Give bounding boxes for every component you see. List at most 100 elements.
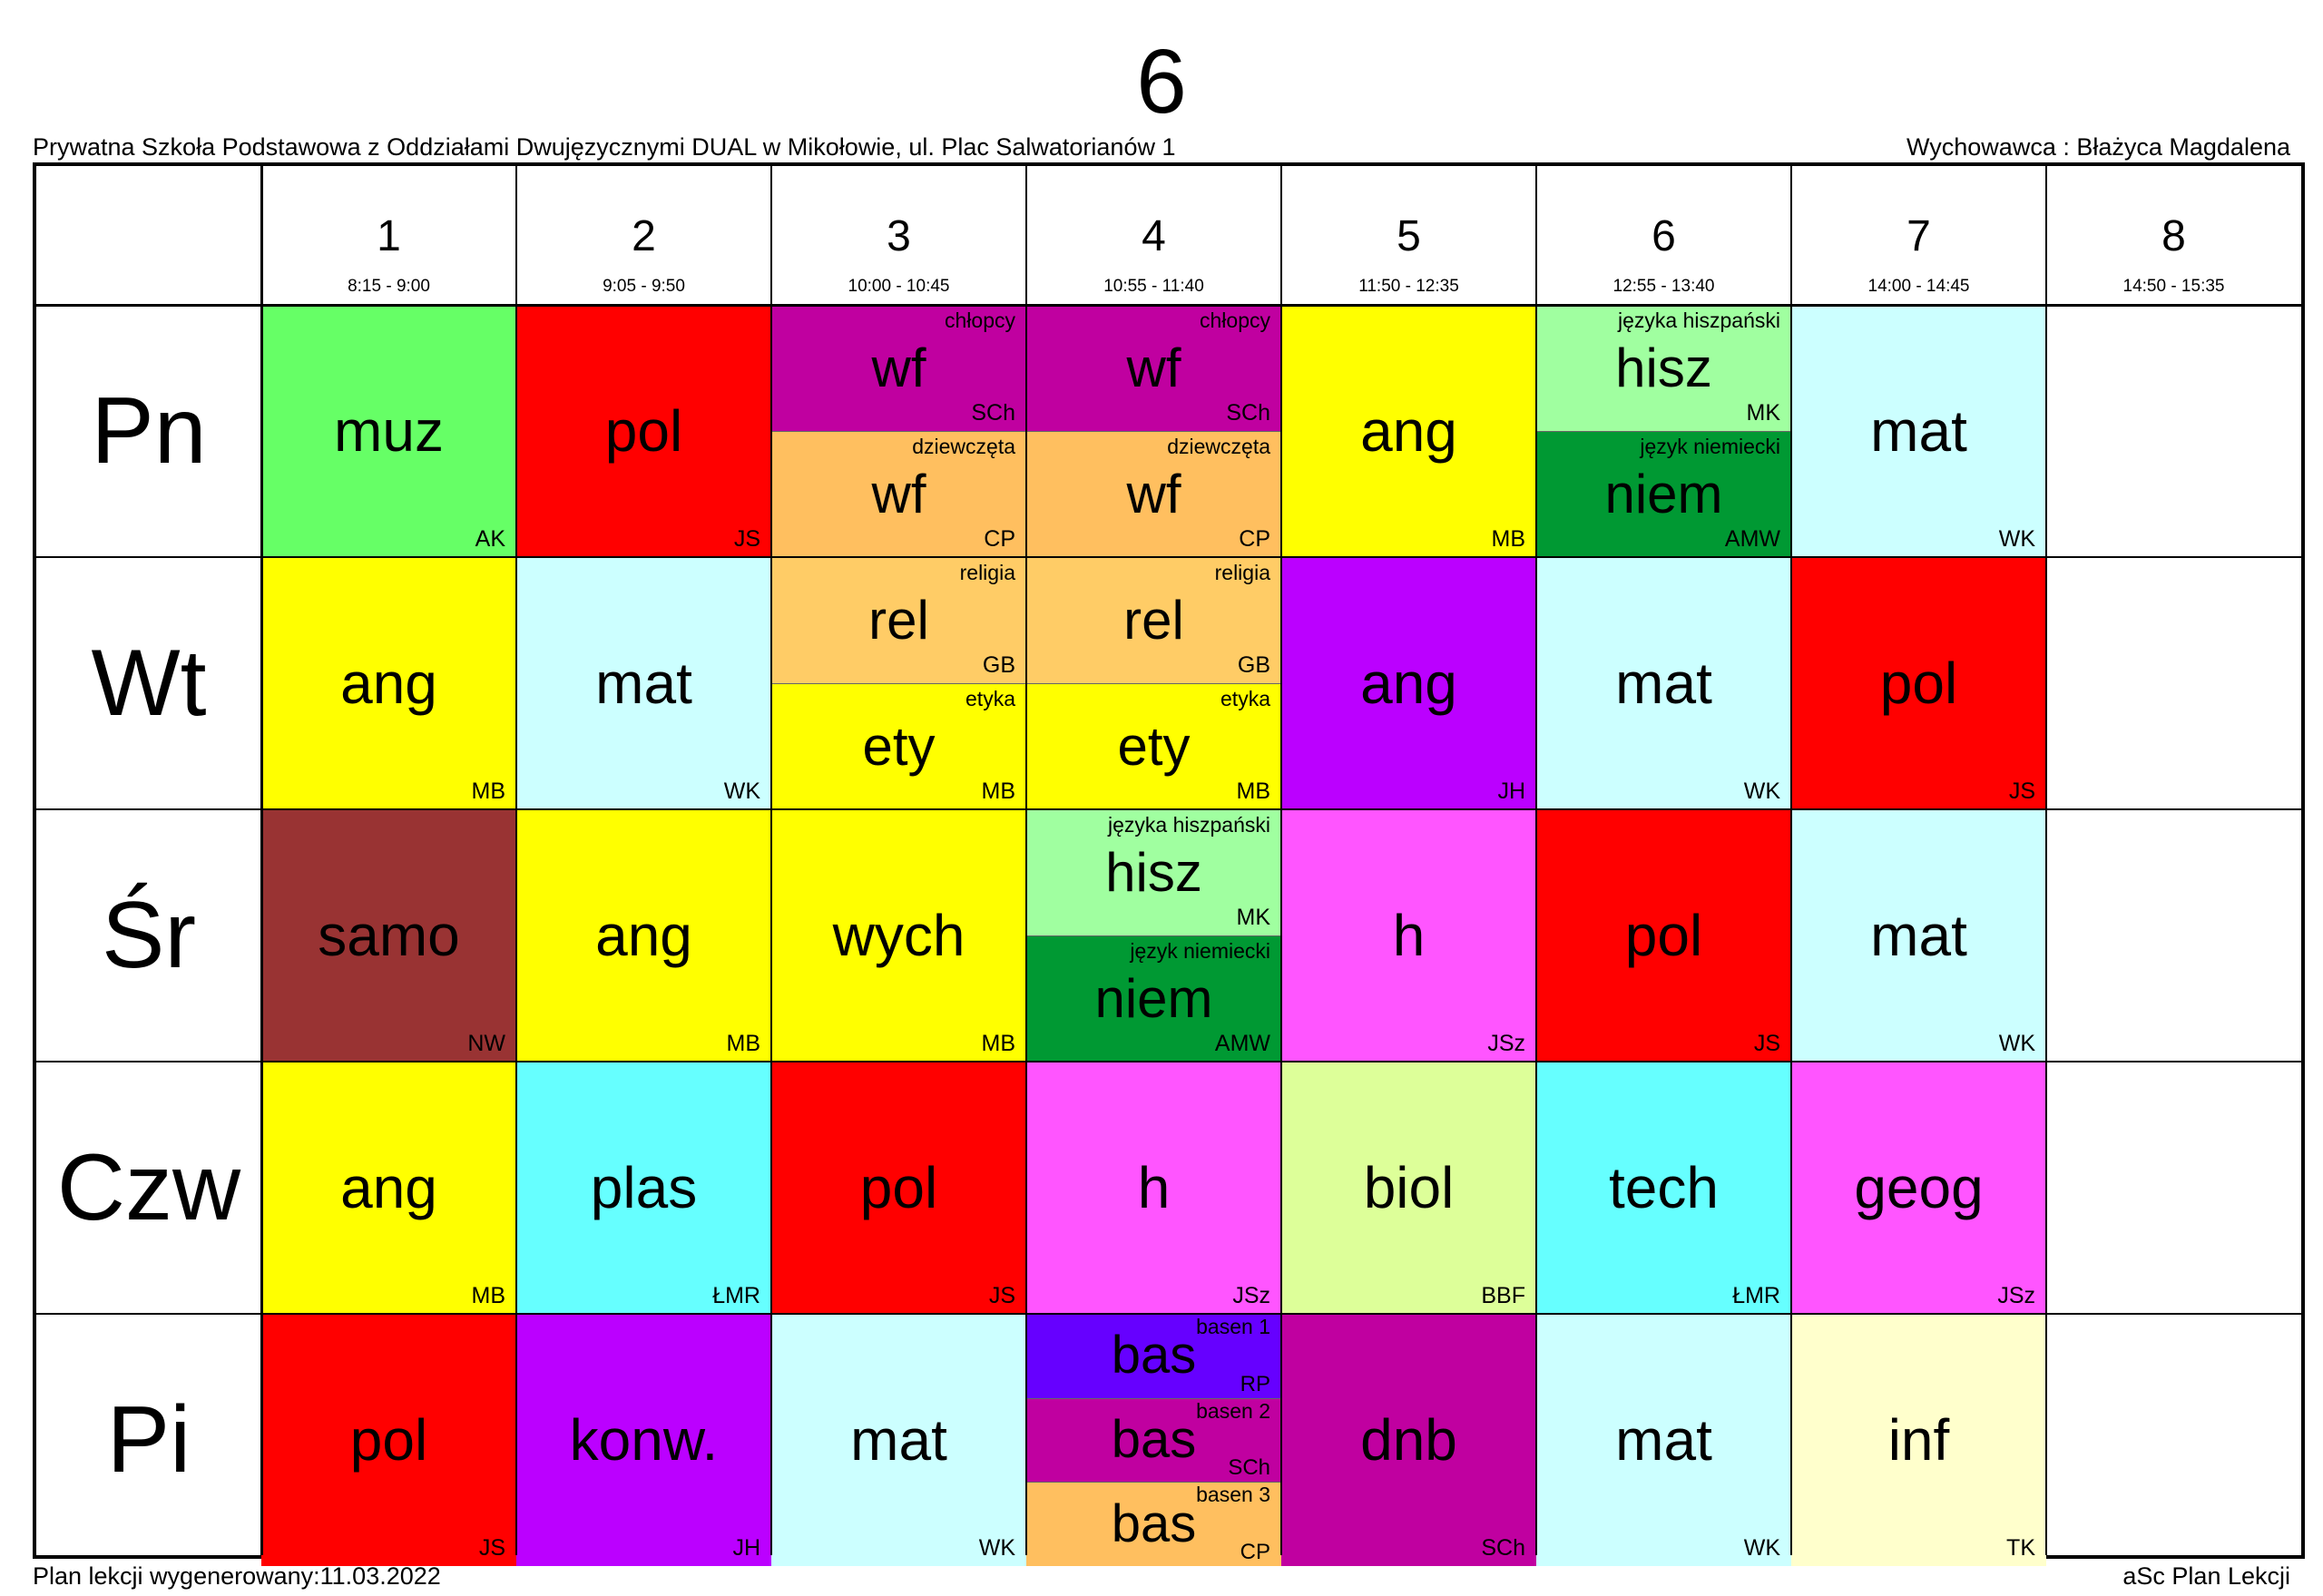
lesson-subject: ety bbox=[1117, 715, 1191, 777]
software-name: aSc Plan Lekcji bbox=[2122, 1562, 2290, 1590]
lesson-cell[interactable]: h JSz bbox=[1281, 809, 1536, 1062]
lesson-cell[interactable]: dziewczęta wf CP bbox=[1026, 431, 1281, 557]
lesson-cell[interactable]: dnb SCh bbox=[1281, 1314, 1536, 1566]
lesson-group: religia bbox=[959, 561, 1015, 584]
lesson-cell[interactable]: konw. JH bbox=[516, 1314, 771, 1566]
lesson-cell[interactable]: ang MB bbox=[1281, 305, 1536, 557]
class-title: 6 bbox=[1136, 31, 1187, 132]
lesson-cell[interactable]: język niemiecki niem AMW bbox=[1026, 935, 1281, 1062]
lesson-cell[interactable]: ang JH bbox=[1281, 557, 1536, 809]
lesson-teacher: JS bbox=[733, 526, 760, 552]
period-header-3: 3 10:00 - 10:45 bbox=[771, 166, 1026, 305]
lesson-teacher: CP bbox=[984, 526, 1015, 552]
timetable-grid: 1 8:15 - 9:00 2 9:05 - 9:50 3 10:00 - 10:45 4 1… bbox=[33, 162, 2305, 1566]
day-label: Wt bbox=[91, 631, 207, 736]
lesson-cell[interactable]: język niemiecki niem AMW bbox=[1536, 431, 1791, 557]
lesson-subject: bas bbox=[1111, 1326, 1197, 1385]
period-header-2: 2 9:05 - 9:50 bbox=[516, 166, 771, 305]
lesson-group: basen 2 bbox=[1196, 1398, 1270, 1423]
split-divider bbox=[771, 683, 1026, 684]
lesson-teacher: ŁMR bbox=[1732, 1283, 1780, 1308]
lesson-cell[interactable]: języka hiszpański hisz MK bbox=[1536, 305, 1791, 431]
lesson-cell[interactable]: basen 3 bas CP bbox=[1026, 1482, 1281, 1566]
period-time: 14:00 - 14:45 bbox=[1867, 277, 1970, 296]
lesson-cell[interactable]: plas ŁMR bbox=[516, 1062, 771, 1314]
split-divider bbox=[1026, 935, 1281, 936]
lesson-teacher: SCh bbox=[971, 400, 1015, 426]
lesson-teacher: RP bbox=[1240, 1371, 1270, 1396]
lesson-cell[interactable]: ang MB bbox=[516, 809, 771, 1062]
split-divider bbox=[1536, 431, 1791, 432]
lesson-subject: wf bbox=[871, 337, 926, 398]
lesson-cell[interactable]: pol JS bbox=[771, 1062, 1026, 1314]
lesson-subject: pol bbox=[604, 398, 683, 464]
period-number: 3 bbox=[887, 212, 911, 260]
lesson-cell[interactable]: mat WK bbox=[516, 557, 771, 809]
lesson-cell[interactable]: etyka ety MB bbox=[1026, 683, 1281, 809]
lesson-cell[interactable]: basen 1 bas RP bbox=[1026, 1314, 1281, 1398]
lesson-cell[interactable]: mat WK bbox=[1536, 1314, 1791, 1566]
lesson-teacher: WK bbox=[723, 778, 760, 804]
lesson-cell[interactable]: mat WK bbox=[1791, 305, 2046, 557]
lesson-cell[interactable]: ang MB bbox=[261, 1062, 516, 1314]
lesson-teacher: JS bbox=[478, 1535, 505, 1561]
lesson-cell[interactable]: muz AK bbox=[261, 305, 516, 557]
lesson-cell[interactable]: chłopcy wf SCh bbox=[1026, 305, 1281, 431]
lesson-teacher: MB bbox=[981, 778, 1016, 804]
lesson-teacher: SCh bbox=[1481, 1535, 1525, 1561]
period-number: 4 bbox=[1142, 212, 1166, 260]
column-divider bbox=[260, 166, 263, 1555]
lesson-cell[interactable]: chłopcy wf SCh bbox=[771, 305, 1026, 431]
lesson-cell[interactable]: mat WK bbox=[771, 1314, 1026, 1566]
lesson-teacher: AK bbox=[475, 526, 505, 552]
lesson-group: basen 1 bbox=[1196, 1315, 1270, 1338]
lesson-cell[interactable]: religia rel GB bbox=[1026, 557, 1281, 683]
lesson-teacher: TK bbox=[2006, 1535, 2035, 1561]
lesson-cell[interactable]: języka hiszpański hisz MK bbox=[1026, 809, 1281, 935]
lesson-subject: h bbox=[1392, 903, 1426, 968]
lesson-subject: bas bbox=[1111, 1409, 1197, 1469]
lesson-cell[interactable]: basen 2 bas SCh bbox=[1026, 1397, 1281, 1483]
lesson-subject: pol bbox=[349, 1407, 428, 1473]
split-divider bbox=[1026, 1397, 1281, 1399]
lesson-cell[interactable]: ang MB bbox=[261, 557, 516, 809]
lesson-cell[interactable]: geog JSz bbox=[1791, 1062, 2046, 1314]
period-time: 11:50 - 12:35 bbox=[1358, 277, 1459, 296]
lesson-cell[interactable]: inf TK bbox=[1791, 1314, 2046, 1566]
lesson-cell[interactable]: mat WK bbox=[1791, 809, 2046, 1062]
lesson-group: basen 3 bbox=[1196, 1483, 1270, 1507]
lesson-cell[interactable]: pol JS bbox=[1791, 557, 2046, 809]
lesson-cell[interactable]: pol JS bbox=[261, 1314, 516, 1566]
lesson-cell[interactable]: etyka ety MB bbox=[771, 683, 1026, 809]
lesson-cell[interactable]: tech ŁMR bbox=[1536, 1062, 1791, 1314]
lesson-teacher: SCh bbox=[1226, 400, 1270, 426]
lesson-cell[interactable]: pol JS bbox=[1536, 809, 1791, 1062]
lesson-cell[interactable]: religia rel GB bbox=[771, 557, 1026, 683]
row-divider bbox=[36, 1061, 2301, 1062]
lesson-cell[interactable]: pol JS bbox=[516, 305, 771, 557]
lesson-cell[interactable]: dziewczęta wf CP bbox=[771, 431, 1026, 557]
lesson-subject: h bbox=[1137, 1155, 1171, 1220]
day-label: Pn bbox=[91, 378, 207, 484]
row-divider bbox=[36, 1313, 2301, 1315]
lesson-cell[interactable]: mat WK bbox=[1536, 557, 1791, 809]
lesson-cell[interactable]: h JSz bbox=[1026, 1062, 1281, 1314]
lesson-subject: biol bbox=[1363, 1155, 1455, 1220]
day-label: Śr bbox=[102, 883, 196, 988]
lesson-teacher: MB bbox=[726, 1031, 761, 1056]
lesson-cell[interactable]: samo NW bbox=[261, 809, 516, 1062]
lesson-group: etyka bbox=[1220, 687, 1270, 710]
lesson-group: język niemiecki bbox=[1640, 435, 1780, 458]
lesson-teacher: MB bbox=[981, 1031, 1016, 1056]
lesson-group: języka hiszpański bbox=[1108, 813, 1270, 837]
lesson-subject: dnb bbox=[1360, 1407, 1457, 1473]
lesson-group: języka hiszpański bbox=[1618, 308, 1780, 332]
lesson-cell[interactable]: wych MB bbox=[771, 809, 1026, 1062]
lesson-subject: mat bbox=[850, 1407, 947, 1473]
period-header-1: 1 8:15 - 9:00 bbox=[261, 166, 516, 305]
split-divider bbox=[771, 431, 1026, 432]
lesson-subject: pol bbox=[1624, 903, 1703, 968]
lesson-cell[interactable]: biol BBF bbox=[1281, 1062, 1536, 1314]
split-divider bbox=[1026, 683, 1281, 684]
column-divider bbox=[515, 166, 517, 1555]
